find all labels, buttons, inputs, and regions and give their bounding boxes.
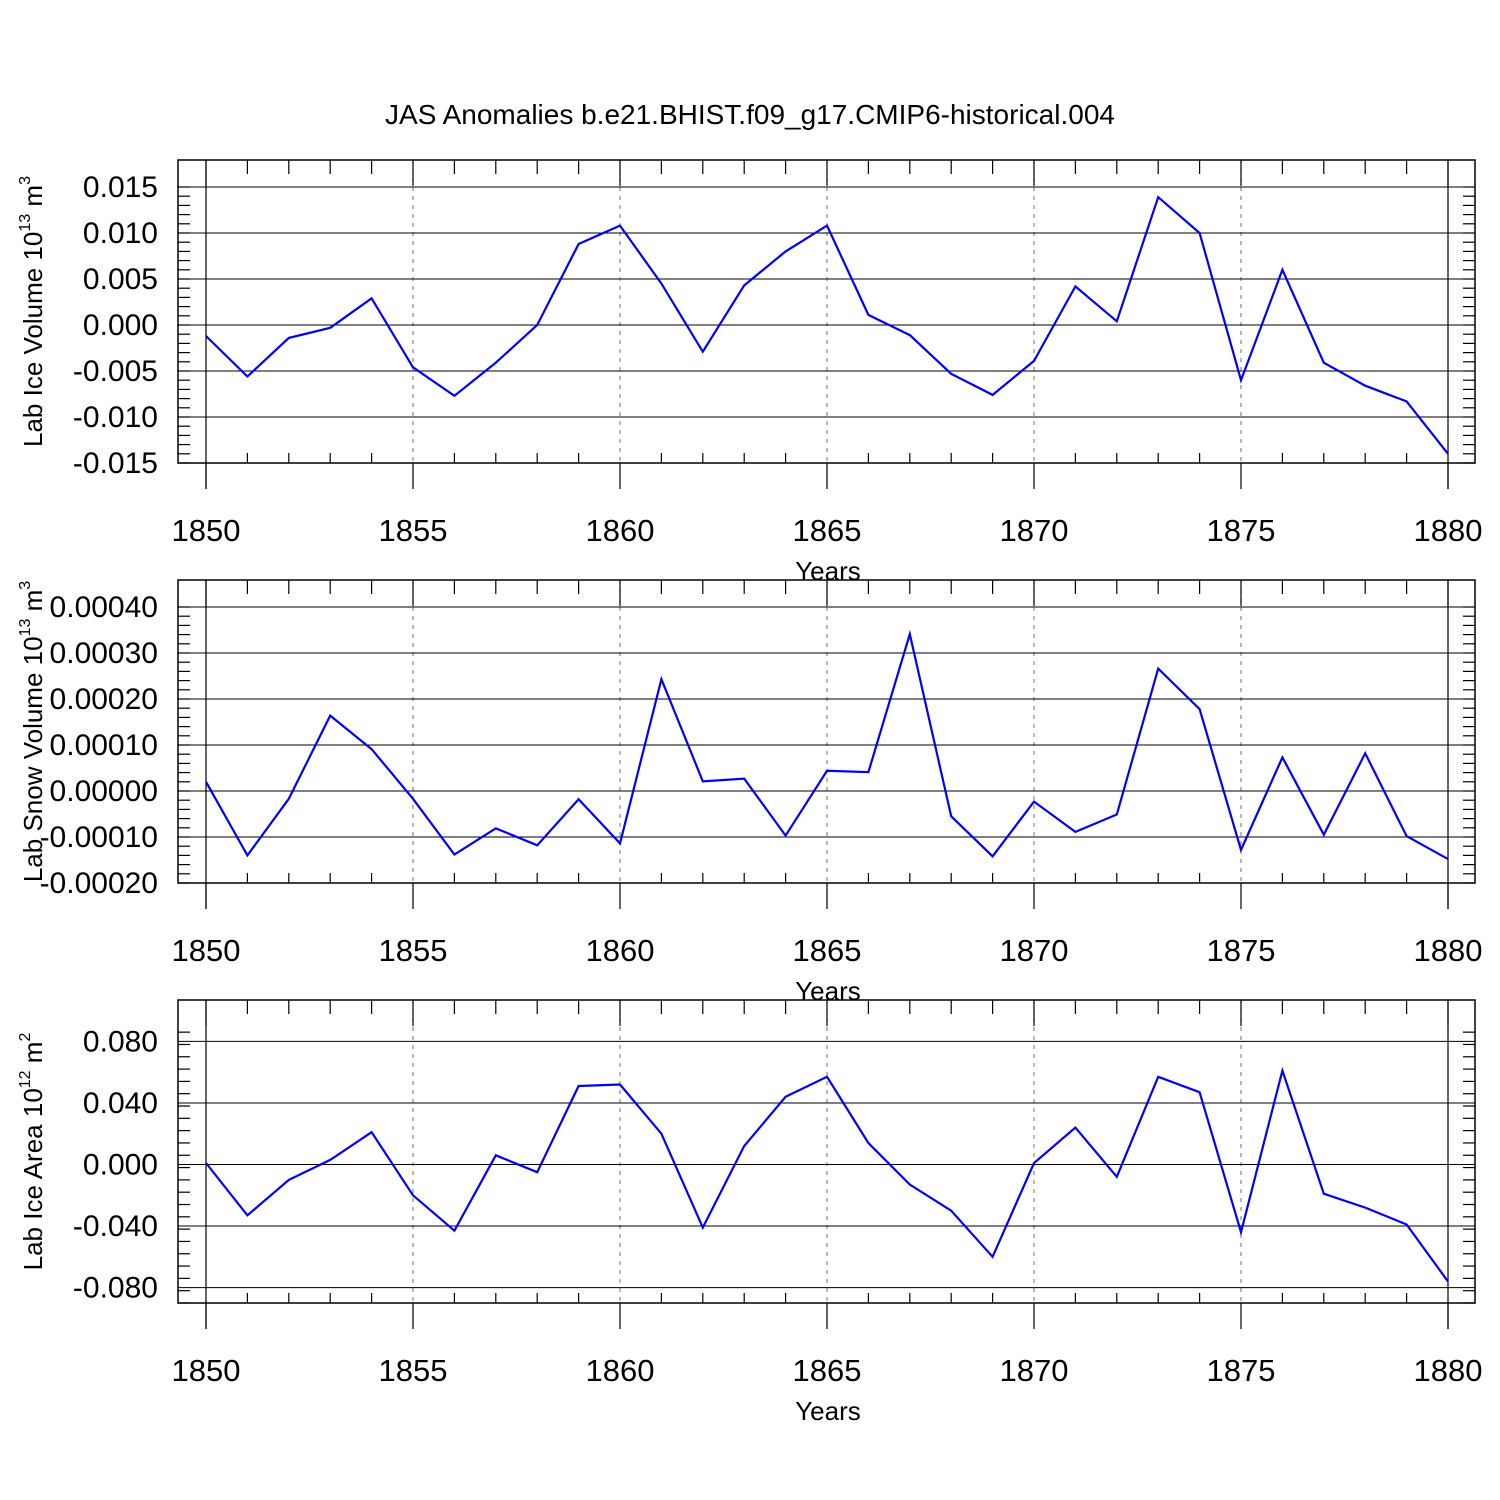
y-tick-label: 0.00040 (50, 591, 158, 624)
x-tick-label: 1850 (172, 1353, 241, 1388)
y-tick-label: 0.010 (83, 217, 158, 250)
y-tick-label: 0.080 (83, 1025, 158, 1058)
chart-panel-ice-area: -0.080 -0.040 0.000 0.040 0.080 1850 1855 1860 1… (17, 999, 1483, 1426)
x-tick-label: 1875 (1207, 1353, 1276, 1388)
y-tick-label: 0.000 (83, 309, 158, 342)
x-tick-label: 1870 (1000, 933, 1069, 968)
x-tick-label: 1870 (1000, 513, 1069, 548)
x-axis-label: Years (795, 556, 861, 586)
figure-title: JAS Anomalies b.e21.BHIST.f09_g17.CMIP6-… (385, 99, 1115, 130)
y-axis-label: Lab Snow Volume 1013 m3 (17, 581, 48, 882)
x-tick-label: 1855 (379, 513, 448, 548)
y-tick-label: 0.00000 (50, 775, 158, 808)
y-tick-label: -0.010 (73, 401, 158, 434)
chart-panel-snow-volume: -0.00020 -0.00010 0.00000 0.00010 0.00020 0.0… (17, 579, 1483, 1006)
y-tick-label: 0.005 (83, 263, 158, 296)
y-tick-label: 0.00010 (50, 729, 158, 762)
y-tick-label: -0.005 (73, 355, 158, 388)
x-tick-label: 1875 (1207, 513, 1276, 548)
x-tick-label: 1850 (172, 513, 241, 548)
y-axis-label: Lab Ice Volume 1013 m3 (17, 176, 48, 447)
y-tick-label: 0.040 (83, 1087, 158, 1120)
x-tick-label: 1860 (586, 933, 655, 968)
x-tick-label: 1855 (379, 1353, 448, 1388)
x-tick-label: 1860 (586, 1353, 655, 1388)
x-tick-label: 1880 (1414, 933, 1483, 968)
x-tick-label: 1865 (793, 933, 862, 968)
x-axis-label: Years (795, 976, 861, 1006)
y-axis-label: Lab Ice Area 1012 m2 (17, 1033, 48, 1271)
y-tick-label: 0.00030 (50, 637, 158, 670)
x-tick-label: 1855 (379, 933, 448, 968)
x-tick-label: 1865 (793, 1353, 862, 1388)
plots-container: -0.015 -0.010 -0.005 0.000 0.005 0.010 0.015 18… (17, 159, 1483, 1426)
x-axis-label: Years (795, 1396, 861, 1426)
x-tick-label: 1865 (793, 513, 862, 548)
y-tick-label: -0.00020 (40, 867, 158, 900)
x-tick-label: 1880 (1414, 1353, 1483, 1388)
chart-panel-ice-volume: -0.015 -0.010 -0.005 0.000 0.005 0.010 0.015 18… (17, 159, 1483, 586)
y-tick-label: 0.00020 (50, 683, 158, 716)
x-tick-label: 1880 (1414, 513, 1483, 548)
x-tick-label: 1850 (172, 933, 241, 968)
x-tick-label: 1870 (1000, 1353, 1069, 1388)
y-tick-label: 0.015 (83, 171, 158, 204)
y-tick-label: 0.000 (83, 1149, 158, 1182)
x-tick-label: 1860 (586, 513, 655, 548)
y-tick-label: -0.015 (73, 447, 158, 480)
x-tick-label: 1875 (1207, 933, 1276, 968)
y-tick-label: -0.080 (73, 1272, 158, 1305)
y-tick-label: -0.00010 (40, 821, 158, 854)
y-tick-label: -0.040 (73, 1210, 158, 1243)
